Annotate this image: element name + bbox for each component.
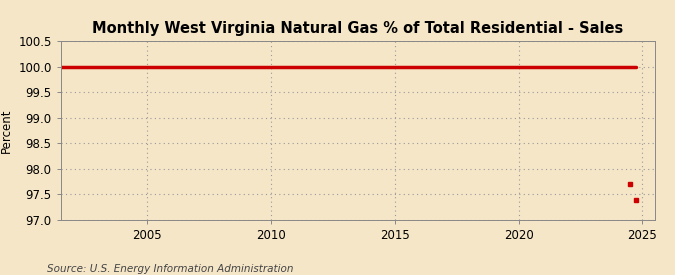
Text: Source: U.S. Energy Information Administration: Source: U.S. Energy Information Administ… xyxy=(47,264,294,274)
Title: Monthly West Virginia Natural Gas % of Total Residential - Sales: Monthly West Virginia Natural Gas % of T… xyxy=(92,21,624,36)
Y-axis label: Percent: Percent xyxy=(0,108,13,153)
